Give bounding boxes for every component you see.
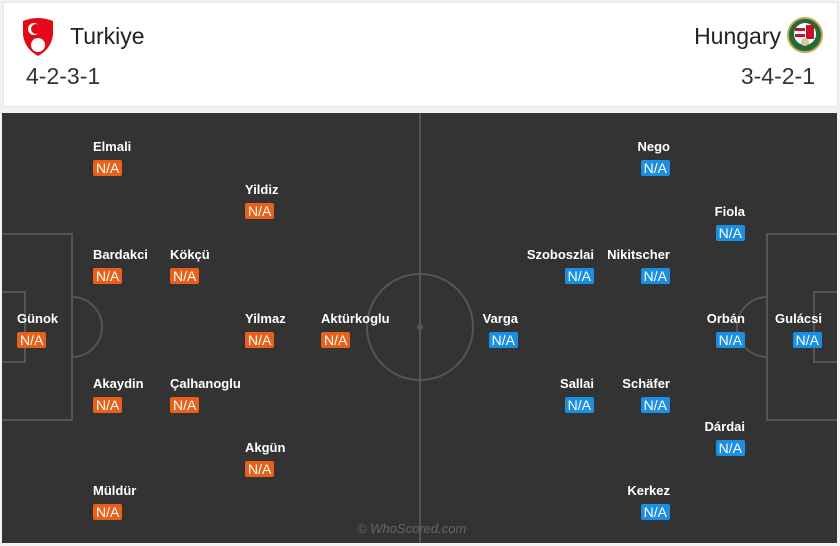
player-tur[interactable]: Akaydin N/A <box>93 376 144 413</box>
player-name: Orbán <box>706 311 745 326</box>
player-tur[interactable]: Günok N/A <box>17 311 58 348</box>
player-name: Yilmaz <box>245 311 286 326</box>
player-rating-badge: N/A <box>640 504 670 520</box>
player-name: Nego <box>637 139 671 154</box>
player-tur[interactable]: Çalhanoglu N/A <box>170 376 241 413</box>
home-team-name[interactable]: Turkiye <box>70 23 145 49</box>
player-name: Varga <box>482 311 518 326</box>
player-name: Fiola <box>714 204 745 219</box>
player-hun[interactable]: Nikitscher N/A <box>607 247 670 284</box>
player-rating-badge: N/A <box>93 160 123 176</box>
player-rating-badge: N/A <box>488 332 518 348</box>
player-name: Szoboszlai <box>526 247 594 262</box>
player-rating-badge: N/A <box>245 203 275 219</box>
player-rating-badge: N/A <box>170 397 200 413</box>
player-name: Gulácsi <box>775 311 822 326</box>
player-name: Elmali <box>93 139 132 154</box>
player-tur[interactable]: Müldür N/A <box>93 483 136 520</box>
player-rating-badge: N/A <box>93 268 123 284</box>
player-rating-badge: N/A <box>321 332 351 348</box>
turkiye-crest-icon <box>23 18 53 56</box>
away-formation: 3-4-2-1 <box>740 63 815 89</box>
pitch: Elmali N/A Yildiz N/A Bardakci N/A Kökçü N/A Gün… <box>2 113 837 543</box>
player-rating-badge: N/A <box>93 397 123 413</box>
player-tur[interactable]: Akgün N/A <box>245 440 285 477</box>
watermark: © WhoScored.com <box>357 521 467 536</box>
player-name: Kökçü <box>170 247 210 262</box>
player-rating-badge: N/A <box>17 332 47 348</box>
player-name: Schäfer <box>622 376 670 391</box>
player-tur[interactable]: Yildiz N/A <box>245 182 278 219</box>
player-name: Dárdai <box>704 419 745 434</box>
player-rating-badge: N/A <box>715 225 745 241</box>
player-hun[interactable]: Nego N/A <box>637 139 671 176</box>
player-hun[interactable]: Gulácsi N/A <box>775 311 822 348</box>
player-name: Sallai <box>560 376 594 391</box>
player-name: Çalhanoglu <box>170 376 241 391</box>
player-hun[interactable]: Varga N/A <box>483 311 518 348</box>
home-formation: 4-2-3-1 <box>26 63 101 89</box>
player-hun[interactable]: Fiola N/A <box>715 204 745 241</box>
player-tur[interactable]: Bardakci N/A <box>93 247 148 284</box>
player-tur[interactable]: Yilmaz N/A <box>245 311 286 348</box>
player-rating-badge: N/A <box>715 440 745 456</box>
player-rating-badge: N/A <box>640 397 670 413</box>
player-hun[interactable]: Schäfer N/A <box>622 376 670 413</box>
player-tur[interactable]: Elmali N/A <box>93 139 131 176</box>
player-name: Akaydin <box>93 376 144 391</box>
player-tur[interactable]: Aktürkoglu N/A <box>321 311 390 348</box>
player-rating-badge: N/A <box>640 160 670 176</box>
player-hun[interactable]: Kerkez N/A <box>627 483 670 520</box>
player-rating-badge: N/A <box>564 397 594 413</box>
match-header: Turkiye 4-2-3-1 Hungary 3-4-2-1 <box>3 2 838 107</box>
player-hun[interactable]: Szoboszlai N/A <box>527 247 594 284</box>
player-name: Akgün <box>245 440 286 455</box>
player-hun[interactable]: Orbán N/A <box>707 311 745 348</box>
player-name: Müldür <box>93 483 137 498</box>
away-team-name[interactable]: Hungary <box>694 23 781 49</box>
hungary-crest-icon <box>787 17 823 53</box>
player-hun[interactable]: Sallai N/A <box>560 376 594 413</box>
player-name: Aktürkoglu <box>321 311 390 326</box>
player-rating-badge: N/A <box>245 332 275 348</box>
player-hun[interactable]: Dárdai N/A <box>705 419 745 456</box>
player-rating-badge: N/A <box>564 268 594 284</box>
player-name: Günok <box>17 311 59 326</box>
pitch-lines <box>2 113 837 543</box>
player-rating-badge: N/A <box>792 332 822 348</box>
player-rating-badge: N/A <box>715 332 745 348</box>
player-tur[interactable]: Kökçü N/A <box>170 247 210 284</box>
player-name: Bardakci <box>93 247 148 262</box>
player-name: Yildiz <box>245 182 279 197</box>
player-rating-badge: N/A <box>170 268 200 284</box>
player-rating-badge: N/A <box>640 268 670 284</box>
player-rating-badge: N/A <box>245 461 275 477</box>
player-name: Kerkez <box>627 483 670 498</box>
player-rating-badge: N/A <box>93 504 123 520</box>
player-name: Nikitscher <box>607 247 670 262</box>
